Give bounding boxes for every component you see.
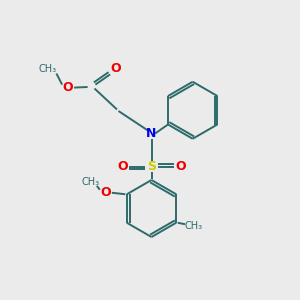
Text: CH₃: CH₃ <box>39 64 57 74</box>
Text: N: N <box>146 127 157 140</box>
Text: O: O <box>175 160 186 173</box>
Text: O: O <box>117 160 128 173</box>
Text: O: O <box>100 186 110 199</box>
Text: O: O <box>62 81 73 94</box>
Text: O: O <box>110 62 121 76</box>
Text: CH₃: CH₃ <box>81 177 99 187</box>
Text: S: S <box>147 160 156 173</box>
Text: CH₃: CH₃ <box>184 221 202 231</box>
